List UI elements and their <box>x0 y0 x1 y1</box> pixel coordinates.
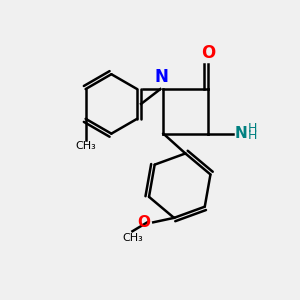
Text: CH₃: CH₃ <box>122 233 143 243</box>
Text: H: H <box>248 129 257 142</box>
Text: CH₃: CH₃ <box>75 141 96 151</box>
Text: O: O <box>201 44 215 62</box>
Text: H: H <box>248 122 257 135</box>
Text: N: N <box>155 68 169 86</box>
Text: N: N <box>235 126 248 141</box>
Text: O: O <box>137 215 150 230</box>
